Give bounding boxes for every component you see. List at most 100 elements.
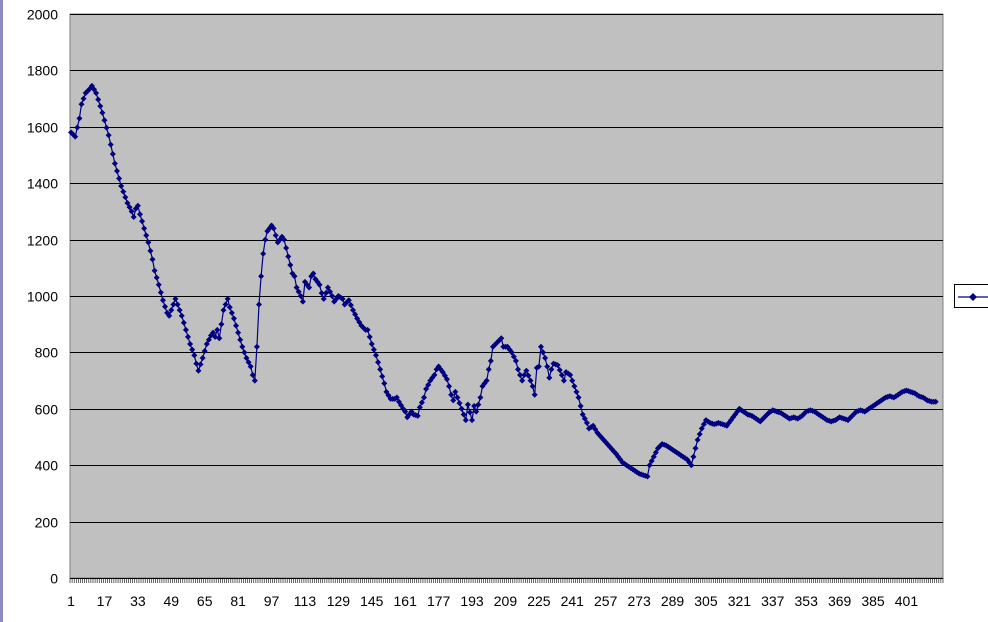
data-point xyxy=(285,253,292,260)
x-tick-label: 97 xyxy=(264,593,280,609)
data-point xyxy=(648,457,655,464)
data-point xyxy=(170,301,177,308)
data-point xyxy=(199,355,206,362)
data-point xyxy=(168,307,175,314)
data-point xyxy=(531,391,538,398)
data-point xyxy=(72,133,79,140)
y-tick-label: 1400 xyxy=(27,176,58,192)
data-point xyxy=(258,273,265,280)
data-point xyxy=(510,353,517,360)
data-point xyxy=(272,232,279,239)
data-point xyxy=(487,357,494,364)
x-axis-ticks xyxy=(69,578,944,583)
data-point xyxy=(571,383,578,390)
data-point xyxy=(149,256,156,263)
x-tick-label: 225 xyxy=(527,593,551,609)
data-point xyxy=(548,366,555,373)
data-point xyxy=(287,261,294,268)
data-point xyxy=(454,394,461,401)
data-point xyxy=(224,295,231,302)
data-point xyxy=(483,377,490,384)
data-point xyxy=(452,388,459,395)
data-point xyxy=(421,394,428,401)
legend-marker xyxy=(969,293,977,301)
data-point xyxy=(540,349,547,356)
data-point xyxy=(147,247,154,254)
data-point xyxy=(111,160,118,167)
data-point xyxy=(120,188,127,195)
data-point xyxy=(644,473,651,480)
data-point xyxy=(443,376,450,383)
data-point xyxy=(521,371,528,378)
data-point xyxy=(477,394,484,401)
data-point xyxy=(450,397,457,404)
data-point xyxy=(370,346,377,353)
data-point xyxy=(247,363,254,370)
data-point xyxy=(379,373,386,380)
data-point xyxy=(575,394,582,401)
data-point xyxy=(197,361,204,368)
data-point xyxy=(698,425,705,432)
x-tick-label: 369 xyxy=(828,593,852,609)
data-point xyxy=(93,89,100,96)
data-point xyxy=(118,183,125,190)
x-tick-label: 337 xyxy=(761,593,785,609)
data-point xyxy=(581,415,588,422)
y-tick-label: 600 xyxy=(35,402,59,418)
data-point xyxy=(464,401,471,408)
data-point xyxy=(579,411,586,418)
data-point xyxy=(251,377,258,384)
data-point xyxy=(203,340,210,347)
data-point xyxy=(423,386,430,393)
data-point xyxy=(291,273,298,280)
x-tick-label: 65 xyxy=(197,593,213,609)
data-point xyxy=(124,199,131,206)
data-point xyxy=(652,449,659,456)
data-point xyxy=(193,360,200,367)
data-point xyxy=(109,151,116,158)
data-point xyxy=(226,304,233,311)
data-point xyxy=(76,115,83,122)
window-edge xyxy=(0,0,3,622)
data-point xyxy=(239,343,246,350)
data-point xyxy=(368,340,375,347)
data-point xyxy=(201,347,208,354)
data-point xyxy=(414,412,421,419)
x-tick-label: 81 xyxy=(230,593,246,609)
data-point xyxy=(569,377,576,384)
data-point xyxy=(145,239,152,246)
data-point xyxy=(393,394,400,401)
data-point xyxy=(74,124,81,131)
data-point xyxy=(523,367,530,374)
data-point xyxy=(174,301,181,308)
data-point xyxy=(230,315,237,322)
data-point xyxy=(366,333,373,340)
y-tick-label: 400 xyxy=(35,458,59,474)
data-point xyxy=(646,462,653,469)
data-point xyxy=(573,388,580,395)
data-point xyxy=(381,380,388,387)
x-tick-label: 17 xyxy=(97,593,113,609)
x-tick-label: 33 xyxy=(130,593,146,609)
y-tick-label: 1200 xyxy=(27,233,58,249)
data-point xyxy=(329,293,336,299)
data-point xyxy=(216,335,223,342)
data-point xyxy=(577,402,584,409)
x-tick-label: 321 xyxy=(728,593,752,609)
data-point xyxy=(316,281,323,288)
data-point xyxy=(932,398,939,405)
data-point xyxy=(431,371,438,378)
data-point xyxy=(205,336,212,343)
data-point xyxy=(136,211,143,218)
data-point xyxy=(525,372,532,379)
data-point xyxy=(141,225,148,232)
data-point xyxy=(650,453,657,460)
data-point xyxy=(692,445,699,452)
x-tick-label: 385 xyxy=(861,593,885,609)
data-point xyxy=(249,371,256,378)
data-point xyxy=(241,349,248,356)
data-point xyxy=(475,401,482,408)
data-point xyxy=(80,95,87,102)
